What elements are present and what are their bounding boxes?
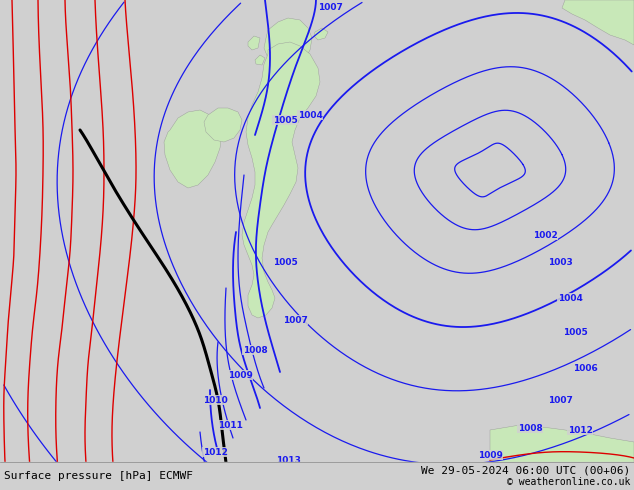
Text: 1003: 1003 [548,258,573,267]
Text: 1010: 1010 [203,395,228,405]
Polygon shape [562,0,634,45]
Text: Surface pressure [hPa] ECMWF: Surface pressure [hPa] ECMWF [4,471,193,481]
Polygon shape [164,110,222,188]
Text: 1012: 1012 [567,425,592,435]
Polygon shape [255,55,265,65]
Text: 1007: 1007 [548,395,573,405]
Text: 1009: 1009 [228,370,252,379]
Polygon shape [248,36,260,50]
Text: 1010: 1010 [427,467,453,476]
Text: 1005: 1005 [273,116,297,124]
Text: 1004: 1004 [297,111,323,120]
Text: 1008: 1008 [517,423,542,433]
Text: We 29-05-2024 06:00 UTC (00+06): We 29-05-2024 06:00 UTC (00+06) [421,465,630,475]
Text: 1002: 1002 [533,230,557,240]
Text: 1013: 1013 [276,456,301,465]
Text: © weatheronline.co.uk: © weatheronline.co.uk [507,477,630,487]
Text: 1011: 1011 [217,420,242,430]
Polygon shape [264,18,312,72]
Polygon shape [242,42,320,318]
Text: 1006: 1006 [573,364,597,372]
Text: 1009: 1009 [477,450,502,460]
Polygon shape [204,108,242,142]
Text: 1012: 1012 [202,447,228,457]
Text: 1005: 1005 [273,258,297,267]
Text: 1007: 1007 [283,316,307,324]
Polygon shape [314,28,328,40]
Text: 1005: 1005 [562,327,587,337]
Bar [0,462,634,490]
Polygon shape [490,425,634,490]
Text: 1008: 1008 [243,345,268,354]
Text: 1007: 1007 [318,3,342,13]
Text: 1004: 1004 [557,294,583,302]
